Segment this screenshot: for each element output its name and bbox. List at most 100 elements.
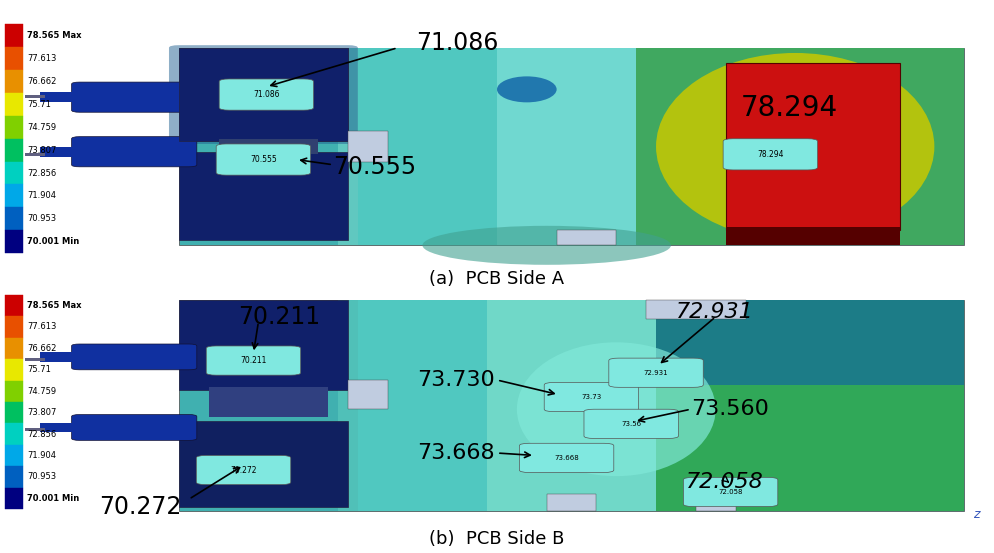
Bar [5, 359, 23, 380]
Text: 70.555: 70.555 [250, 155, 276, 164]
Bar [487, 300, 656, 512]
Text: 70.001 Min: 70.001 Min [27, 494, 80, 503]
Text: z: z [972, 508, 979, 521]
Bar [25, 358, 45, 361]
Text: 70.211: 70.211 [241, 356, 266, 365]
Bar [726, 64, 900, 229]
Text: 71.904: 71.904 [27, 451, 56, 460]
Text: 73.56: 73.56 [621, 421, 641, 427]
Text: 70.001 Min: 70.001 Min [27, 237, 80, 246]
Bar [5, 24, 23, 47]
Text: 70.272: 70.272 [231, 466, 256, 474]
Text: 70.555: 70.555 [333, 155, 416, 179]
Text: 75.71: 75.71 [27, 100, 51, 109]
Ellipse shape [517, 342, 716, 476]
FancyBboxPatch shape [545, 383, 639, 411]
Polygon shape [179, 48, 964, 246]
Ellipse shape [656, 53, 934, 240]
FancyBboxPatch shape [196, 456, 291, 484]
Bar [25, 428, 45, 431]
Bar [726, 227, 900, 246]
Bar [5, 230, 23, 253]
Bar [40, 352, 89, 362]
Text: 74.759: 74.759 [27, 123, 56, 132]
Text: 73.560: 73.560 [691, 399, 768, 419]
Bar [5, 139, 23, 161]
Text: 72.058: 72.058 [686, 472, 763, 492]
Bar [5, 466, 23, 488]
Text: 74.759: 74.759 [27, 387, 56, 396]
Bar [5, 93, 23, 116]
FancyBboxPatch shape [520, 444, 614, 472]
Text: 76.662: 76.662 [27, 344, 57, 353]
Bar [338, 300, 358, 512]
Text: 78.294: 78.294 [741, 93, 838, 122]
Bar [5, 445, 23, 466]
FancyBboxPatch shape [684, 477, 777, 507]
Bar [5, 47, 23, 70]
Bar [5, 295, 23, 316]
Bar [209, 387, 328, 416]
Bar [557, 229, 616, 246]
Text: 72.856: 72.856 [27, 430, 56, 439]
FancyBboxPatch shape [72, 137, 197, 167]
Text: 71.904: 71.904 [27, 191, 56, 200]
FancyBboxPatch shape [724, 139, 818, 170]
Ellipse shape [497, 76, 557, 102]
Bar [646, 300, 964, 385]
Bar [179, 152, 348, 240]
FancyBboxPatch shape [219, 79, 314, 110]
Text: 73.807: 73.807 [27, 408, 57, 417]
Text: 73.73: 73.73 [581, 394, 601, 400]
Bar [696, 499, 736, 512]
Bar [5, 207, 23, 230]
Bar [40, 147, 89, 157]
Text: 75.71: 75.71 [27, 366, 51, 374]
Bar [179, 48, 348, 142]
Text: 78.565 Max: 78.565 Max [27, 301, 82, 310]
Bar [179, 421, 348, 507]
Bar [5, 116, 23, 139]
Bar [547, 494, 596, 512]
Text: 73.668: 73.668 [555, 455, 579, 461]
Text: 73.730: 73.730 [417, 370, 495, 390]
Bar [179, 300, 348, 390]
Bar [40, 92, 89, 102]
Text: 71.086: 71.086 [253, 90, 279, 99]
Text: (a)  PCB Side A: (a) PCB Side A [429, 270, 565, 288]
Bar [5, 161, 23, 185]
Bar [5, 402, 23, 424]
Bar [338, 48, 358, 246]
FancyBboxPatch shape [72, 82, 197, 112]
Text: 70.211: 70.211 [239, 305, 321, 328]
Text: 70.953: 70.953 [27, 215, 56, 223]
Text: (b)  PCB Side B: (b) PCB Side B [429, 530, 565, 548]
Text: 70.953: 70.953 [27, 472, 56, 481]
Text: 72.058: 72.058 [719, 489, 743, 495]
FancyBboxPatch shape [169, 45, 358, 144]
Bar [25, 153, 45, 156]
Text: 73.668: 73.668 [417, 443, 495, 463]
Bar [5, 70, 23, 93]
FancyBboxPatch shape [608, 358, 704, 387]
FancyBboxPatch shape [584, 409, 678, 439]
Bar [179, 48, 348, 142]
Text: 76.662: 76.662 [27, 77, 57, 86]
FancyBboxPatch shape [72, 415, 197, 440]
Text: 72.856: 72.856 [27, 169, 56, 178]
Text: 71.086: 71.086 [416, 30, 498, 55]
FancyBboxPatch shape [217, 144, 310, 175]
Ellipse shape [422, 226, 671, 265]
Text: 78.294: 78.294 [757, 150, 783, 159]
Bar [497, 48, 636, 246]
Bar [348, 380, 388, 409]
FancyBboxPatch shape [72, 344, 197, 370]
Bar [25, 95, 45, 98]
Text: 72.931: 72.931 [676, 302, 753, 322]
Bar [646, 300, 746, 319]
Bar [5, 316, 23, 338]
Polygon shape [179, 300, 964, 512]
Text: 78.565 Max: 78.565 Max [27, 32, 82, 40]
Bar [636, 48, 964, 246]
Bar [5, 338, 23, 359]
